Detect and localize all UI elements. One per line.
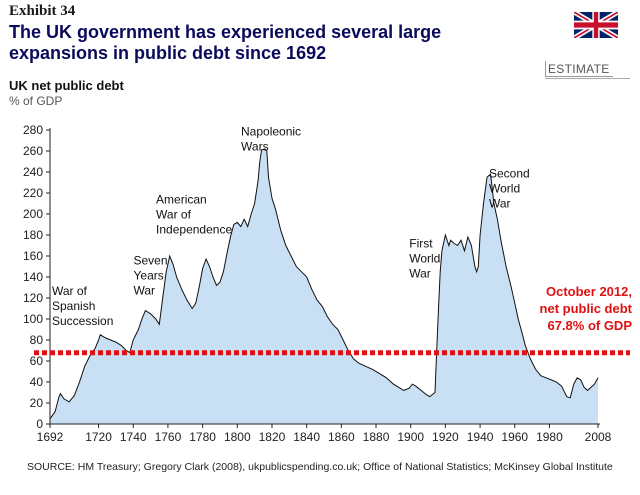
x-tick-label: 1760 [155, 430, 182, 444]
x-tick-label: 1840 [293, 430, 320, 444]
war-annotation: War [409, 267, 431, 281]
x-tick-label: 1740 [120, 430, 147, 444]
uk-flag-icon [574, 12, 618, 38]
war-annotation: War [489, 196, 511, 210]
chart-title: The UK government has experienced severa… [9, 22, 442, 63]
debt-annotation: net public debt [540, 301, 633, 316]
y-tick-label: 140 [23, 270, 43, 284]
y-tick-label: 160 [23, 249, 43, 263]
x-tick-label: 1880 [363, 430, 390, 444]
war-annotation: American [156, 193, 207, 207]
y-tick-label: 20 [30, 396, 44, 410]
x-tick-label: 1960 [501, 430, 528, 444]
debt-annotation: October 2012, [546, 284, 632, 299]
war-annotation: Independence [156, 223, 232, 237]
x-tick-label: 2008 [585, 430, 612, 444]
x-tick-label: 1780 [189, 430, 216, 444]
y-axis-unit: % of GDP [9, 94, 63, 108]
x-tick-label: 1920 [432, 430, 459, 444]
y-tick-label: 0 [36, 417, 43, 431]
war-annotation: Succession [52, 314, 113, 328]
war-annotation: Wars [241, 139, 269, 153]
war-annotation: War of [156, 208, 192, 222]
x-tick-label: 1900 [397, 430, 424, 444]
war-annotation: Napoleonic [241, 124, 301, 138]
x-tick-label: 1800 [224, 430, 251, 444]
debt-annotation: 67.8% of GDP [547, 318, 632, 333]
y-tick-label: 200 [23, 207, 43, 221]
war-annotation: Spanish [52, 299, 95, 313]
x-tick-label: 1860 [328, 430, 355, 444]
war-annotation: Seven [134, 253, 168, 267]
war-annotation: War [134, 283, 156, 297]
series-line [49, 148, 599, 420]
x-tick-label: 1820 [259, 430, 286, 444]
y-tick-label: 80 [30, 333, 44, 347]
y-tick-label: 280 [23, 123, 43, 137]
source-note: SOURCE: HM Treasury; Gregory Clark (2008… [27, 461, 613, 473]
war-annotation: Years [134, 268, 164, 282]
x-tick-label: 1940 [467, 430, 494, 444]
x-tick-label: 1980 [536, 430, 563, 444]
war-annotation: World [409, 252, 440, 266]
y-tick-label: 260 [23, 144, 43, 158]
y-tick-label: 100 [23, 312, 43, 326]
y-tick-label: 240 [23, 165, 43, 179]
y-tick-label: 120 [23, 291, 43, 305]
y-axis-title: UK net public debt [9, 78, 124, 93]
x-tick-label: 1692 [37, 430, 64, 444]
war-annotation: Second [489, 166, 530, 180]
y-tick-label: 180 [23, 228, 43, 242]
estimate-logo: ESTIMATE [545, 61, 613, 77]
exhibit-label: Exhibit 34 [9, 3, 76, 19]
x-tick-label: 1720 [85, 430, 112, 444]
y-tick-label: 60 [30, 354, 44, 368]
y-tick-label: 40 [30, 375, 44, 389]
war-annotation: War of [52, 284, 88, 298]
war-annotation: World [489, 181, 520, 195]
estimate-divider [545, 78, 630, 79]
war-annotation: First [409, 237, 433, 251]
y-tick-label: 220 [23, 186, 43, 200]
